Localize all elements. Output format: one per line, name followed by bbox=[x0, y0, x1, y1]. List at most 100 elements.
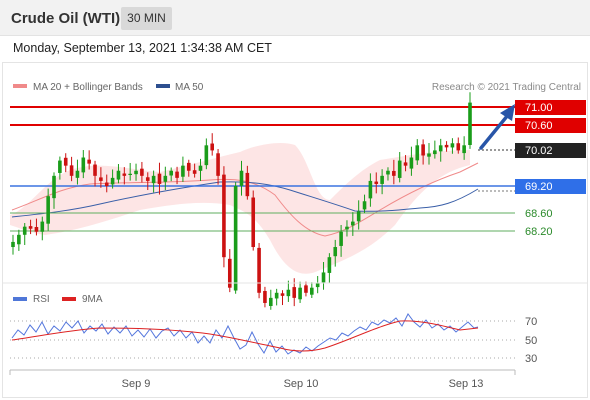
candle-body bbox=[157, 173, 162, 184]
candle-body bbox=[110, 177, 115, 185]
candle-body bbox=[368, 180, 373, 199]
candle-body bbox=[175, 171, 179, 178]
candle-body bbox=[310, 287, 314, 295]
pivot-label: 69.20 bbox=[525, 181, 553, 193]
ma50-legend-label: MA 50 bbox=[175, 82, 204, 93]
candle-body bbox=[210, 143, 215, 151]
candle-body bbox=[204, 145, 209, 166]
copyright-text: Research © 2021 Trading Central bbox=[432, 82, 581, 93]
candle-body bbox=[280, 293, 285, 296]
candle-body bbox=[292, 287, 297, 298]
candle-body bbox=[380, 175, 384, 184]
candle-body bbox=[345, 226, 349, 230]
pivot-badge bbox=[515, 179, 586, 194]
candle-body bbox=[122, 173, 127, 176]
candle-body bbox=[198, 165, 203, 171]
candle-body bbox=[28, 226, 33, 229]
candle-body bbox=[339, 231, 343, 246]
candle-body bbox=[163, 175, 168, 182]
candle-body bbox=[104, 182, 109, 186]
candle-body bbox=[257, 247, 261, 293]
candle-body bbox=[169, 170, 173, 176]
rsi-ma-line bbox=[11, 320, 479, 352]
candle-body bbox=[227, 258, 232, 288]
candle-body bbox=[233, 186, 238, 291]
ma50-legend-swatch bbox=[156, 84, 170, 88]
candle-body bbox=[22, 226, 27, 235]
candle-body bbox=[128, 173, 132, 175]
candle-body bbox=[46, 196, 50, 224]
candle-body bbox=[315, 282, 320, 288]
candle-body bbox=[333, 247, 338, 257]
candle-body bbox=[462, 145, 466, 154]
candle-body bbox=[245, 172, 250, 197]
candle-body bbox=[386, 170, 390, 175]
candle-body bbox=[356, 211, 361, 222]
candle-body bbox=[134, 170, 138, 175]
rsi-line bbox=[11, 313, 479, 355]
resistance-1-label: 70.60 bbox=[525, 120, 553, 132]
candle-body bbox=[99, 177, 103, 181]
candle-body bbox=[263, 291, 267, 303]
candle-body bbox=[192, 170, 197, 174]
candle-body bbox=[438, 145, 443, 152]
candle-body bbox=[433, 150, 437, 155]
candle-body bbox=[304, 285, 308, 293]
candle-body bbox=[251, 197, 256, 248]
candle-body bbox=[351, 221, 355, 226]
chart-timestamp: Monday, September 13, 2021 1:34:38 AM CE… bbox=[13, 41, 272, 55]
candle-body bbox=[421, 144, 425, 156]
candle-body bbox=[69, 165, 74, 176]
timeframe-button[interactable]: 30 MIN bbox=[121, 7, 172, 30]
candle-body bbox=[397, 160, 402, 178]
candle-body bbox=[58, 160, 62, 173]
chart-frame bbox=[2, 62, 588, 398]
rsi-ma-legend-swatch bbox=[62, 297, 76, 301]
candle-body bbox=[11, 241, 15, 248]
forecast-arrow-head bbox=[500, 104, 515, 121]
rsi-legend-swatch bbox=[13, 297, 27, 301]
candle-body bbox=[427, 153, 431, 157]
candle-body bbox=[268, 297, 273, 307]
x-tick-sep13: Sep 13 bbox=[449, 378, 484, 390]
candle-body bbox=[374, 181, 379, 184]
rsi-tick-50: 50 bbox=[525, 335, 537, 347]
resistance-1-badge bbox=[515, 118, 586, 133]
candle-body bbox=[63, 157, 68, 166]
support-1-label: 68.60 bbox=[525, 208, 553, 220]
candle-body bbox=[409, 157, 414, 169]
candle-body bbox=[186, 162, 191, 171]
candle-body bbox=[17, 234, 21, 245]
candle-body bbox=[216, 153, 220, 176]
candle-body bbox=[286, 289, 291, 297]
candle-body bbox=[52, 175, 56, 199]
candle-body bbox=[415, 145, 420, 161]
candle-body bbox=[34, 226, 39, 232]
candle-body bbox=[145, 177, 150, 181]
candle-body bbox=[93, 164, 97, 176]
candle-body bbox=[222, 174, 226, 258]
rsi-legend-label: RSI bbox=[33, 294, 50, 305]
candle-body bbox=[321, 272, 326, 283]
candle-body bbox=[239, 170, 244, 186]
candle-body bbox=[116, 170, 121, 180]
candle-body bbox=[450, 143, 455, 148]
last-price-badge bbox=[515, 143, 586, 158]
x-tick-sep10: Sep 10 bbox=[284, 378, 319, 390]
candle-body bbox=[403, 162, 408, 166]
candle-body bbox=[362, 201, 367, 210]
rsi-ma-legend-label: 9MA bbox=[82, 294, 103, 305]
candle-body bbox=[468, 102, 472, 145]
candle-body bbox=[444, 144, 449, 148]
candle-body bbox=[40, 221, 45, 232]
candle-body bbox=[81, 157, 86, 173]
candle-body bbox=[140, 168, 144, 176]
candle-body bbox=[181, 165, 185, 177]
candle-body bbox=[456, 143, 461, 151]
resistance-2-badge bbox=[515, 100, 586, 115]
candle-body bbox=[298, 287, 302, 300]
candle-body bbox=[274, 292, 279, 299]
ma20-legend-swatch bbox=[13, 84, 27, 88]
last-price-label: 70.02 bbox=[525, 145, 553, 157]
